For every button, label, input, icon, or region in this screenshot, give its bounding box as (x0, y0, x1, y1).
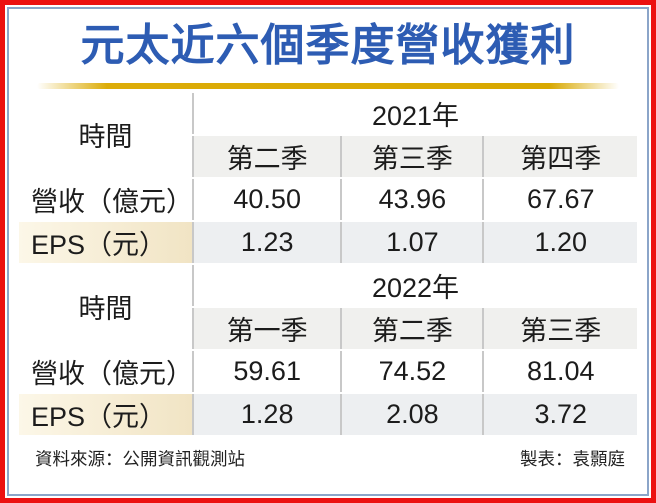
quarter-header: 第一季 (192, 307, 341, 349)
table-row: EPS（元） 1.23 1.07 1.20 (19, 221, 637, 263)
quarter-header: 第二季 (340, 307, 483, 349)
revenue-value: 74.52 (340, 350, 482, 392)
revenue-value: 81.04 (482, 350, 637, 392)
table-credit-text: 製表：袁顥庭 (520, 448, 625, 469)
eps-value: 1.28 (192, 393, 341, 435)
table-row: 營收（億元） 59.61 74.52 81.04 (19, 350, 637, 392)
table-row: EPS（元） 1.28 2.08 3.72 (19, 393, 637, 435)
time-header-2022: 時間 (78, 294, 133, 325)
eps-value: 2.08 (340, 393, 483, 435)
eps-value: 1.20 (482, 221, 637, 263)
revenue-row-label: 營收（億元） (31, 358, 193, 389)
table-row: 時間 2022年 (19, 264, 637, 324)
table-row: 營收（億元） 40.50 43.96 67.67 (19, 178, 637, 220)
quarterly-results-table: 時間 2021年 第二季 第三季 第四季 營收（億元） 40.50 43.96 … (19, 91, 637, 437)
eps-value: 1.23 (192, 221, 341, 263)
revenue-value: 43.96 (340, 178, 482, 220)
eps-row-label: EPS（元） (19, 393, 193, 435)
gold-divider (37, 82, 619, 89)
revenue-value: 40.50 (192, 178, 340, 220)
table-row: 第二季 第三季 第四季 (19, 135, 637, 177)
year-header-2022: 2022年 (192, 264, 637, 306)
year-header-2021: 2021年 (192, 92, 637, 134)
inner-frame: 元太近六個季度營收獲利 時間 2021年 第二季 第三季 第四季 營收（億元） (7, 7, 649, 496)
quarter-header: 第四季 (482, 135, 637, 177)
page-title: 元太近六個季度營收獲利 (80, 21, 576, 70)
table-row: 第一季 第二季 第三季 (19, 307, 637, 349)
eps-value: 1.07 (340, 221, 483, 263)
quarter-header: 第三季 (482, 307, 637, 349)
revenue-value: 59.61 (192, 350, 340, 392)
quarter-header: 第三季 (340, 135, 483, 177)
data-source-text: 資料來源：公開資訊觀測站 (35, 448, 245, 469)
quarter-header: 第二季 (192, 135, 341, 177)
revenue-value: 67.67 (482, 178, 637, 220)
revenue-row-label: 營收（億元） (31, 186, 193, 217)
eps-row-label: EPS（元） (19, 221, 193, 263)
eps-value: 3.72 (482, 393, 637, 435)
table-row: 時間 2021年 (19, 92, 637, 152)
time-header-2021: 時間 (78, 122, 133, 153)
footer: 資料來源：公開資訊觀測站 製表：袁顥庭 (15, 437, 641, 471)
